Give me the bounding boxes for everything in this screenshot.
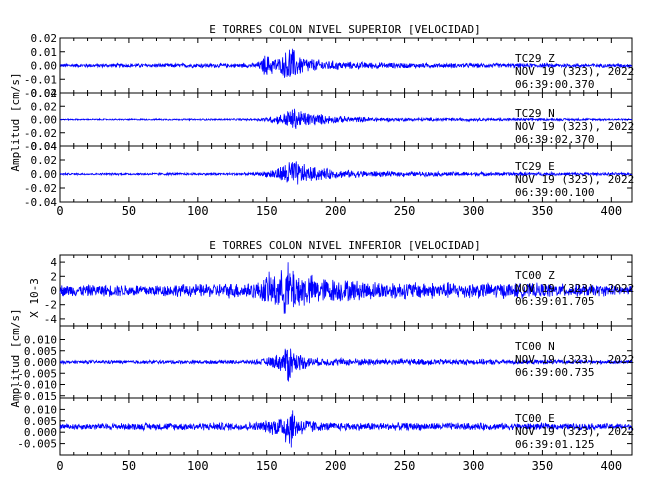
trace-tc29-z: [59, 48, 633, 78]
x-tick-label: 250: [394, 204, 416, 218]
y-tick-label: -0.01: [24, 73, 57, 86]
y-tick-label: 0.010: [24, 334, 57, 347]
trace-station-label: TC29 Z: [515, 52, 555, 65]
x-tick-label: 0: [56, 204, 63, 218]
trace-time-label: 06:39:00.370: [515, 78, 594, 91]
trace-date-label: NOV 19 (323), 2022: [515, 65, 634, 78]
y-tick-label: 0.02: [31, 32, 58, 45]
y-tick-label: 0.04: [31, 140, 58, 153]
x-tick-label: 50: [122, 459, 136, 473]
y-tick-label: 0.01: [31, 46, 58, 59]
top-panel-ylabel: Amplitud [cm/s]: [9, 72, 22, 171]
y-tick-label: 0.02: [31, 154, 58, 167]
y-tick-label: 0.000: [24, 426, 57, 439]
y-tick-label: -0.015: [17, 390, 57, 403]
x-tick-label: 400: [600, 204, 622, 218]
trace-date-label: NOV 19 (323), 2022: [515, 425, 634, 438]
y-tick-label: -0.02: [24, 87, 57, 100]
y-tick-label: 4: [50, 256, 57, 269]
y-tick-label: -0.005: [17, 367, 57, 380]
trace-date-label: NOV 19 (323), 2022: [515, 120, 634, 133]
x-tick-label: 100: [187, 459, 209, 473]
trace-time-label: 06:39:01.125: [515, 438, 594, 451]
y-tick-label: 0.02: [31, 100, 58, 113]
x-tick-label: 350: [532, 459, 554, 473]
y-tick-label: 0.00: [31, 60, 58, 73]
x-tick-label: 350: [532, 204, 554, 218]
y-tick-label: 0.000: [24, 356, 57, 369]
y-tick-label: 0.04: [31, 87, 58, 100]
x-tick-label: 300: [463, 459, 485, 473]
y-tick-label: 0.00: [31, 168, 58, 181]
trace-station-label: TC00 N: [515, 340, 555, 353]
trace-date-label: NOV 19 (323), 2022: [515, 282, 634, 295]
y-tick-label: -0.005: [17, 438, 57, 451]
trace-date-label: NOV 19 (323), 2022: [515, 353, 634, 366]
trace-time-label: 06:39:00.100: [515, 186, 594, 199]
trace-station-label: TC29 N: [515, 107, 555, 120]
y-tick-label: 2: [50, 270, 57, 283]
y-tick-label: -0.04: [24, 140, 57, 153]
y-tick-label: 0: [50, 285, 57, 298]
trace-tc29-e: [59, 161, 633, 185]
x-tick-label: 150: [256, 459, 278, 473]
y-tick-label: 0.005: [24, 415, 57, 428]
y-tick-label: -0.02: [24, 182, 57, 195]
trace-station-label: TC00 E: [515, 412, 555, 425]
y-tick-label: -2: [44, 299, 57, 312]
y-tick-label: 0.005: [24, 345, 57, 358]
x-tick-label: 400: [600, 459, 622, 473]
x-tick-label: 150: [256, 204, 278, 218]
x-tick-label: 250: [394, 459, 416, 473]
x-tick-label: 100: [187, 204, 209, 218]
y-tick-label: -4: [44, 313, 58, 326]
trace-tc29-n: [59, 108, 633, 129]
trace-station-label: TC00 Z: [515, 269, 555, 282]
trace-time-label: 06:39:00.735: [515, 366, 594, 379]
y-tick-label: -0.010: [17, 379, 57, 392]
trace-time-label: 06:39:02.370: [515, 133, 594, 146]
y-tick-label: -0.04: [24, 196, 57, 209]
bottom-panel-scale-label: X 10-3: [28, 278, 41, 318]
y-tick-label: 0.00: [31, 114, 58, 127]
x-tick-label: 50: [122, 204, 136, 218]
trace-station-label: TC29 E: [515, 160, 555, 173]
y-tick-label: 0.010: [24, 403, 57, 416]
trace-time-label: 06:39:01.705: [515, 295, 594, 308]
top-panel-title: E TORRES COLON NIVEL SUPERIOR [VELOCIDAD…: [209, 23, 481, 36]
trace-date-label: NOV 19 (323), 2022: [515, 173, 634, 186]
x-tick-label: 300: [463, 204, 485, 218]
x-tick-label: 200: [325, 459, 347, 473]
trace-tc00-e: [59, 410, 633, 448]
x-tick-label: 0: [56, 459, 63, 473]
x-tick-label: 200: [325, 204, 347, 218]
y-tick-label: -0.02: [24, 127, 57, 140]
trace-tc00-z: [59, 262, 633, 314]
bottom-panel-title: E TORRES COLON NIVEL INFERIOR [VELOCIDAD…: [209, 239, 481, 252]
trace-tc00-n: [59, 348, 633, 382]
bottom-panel-ylabel: Amplitud [cm/s]: [9, 308, 22, 407]
